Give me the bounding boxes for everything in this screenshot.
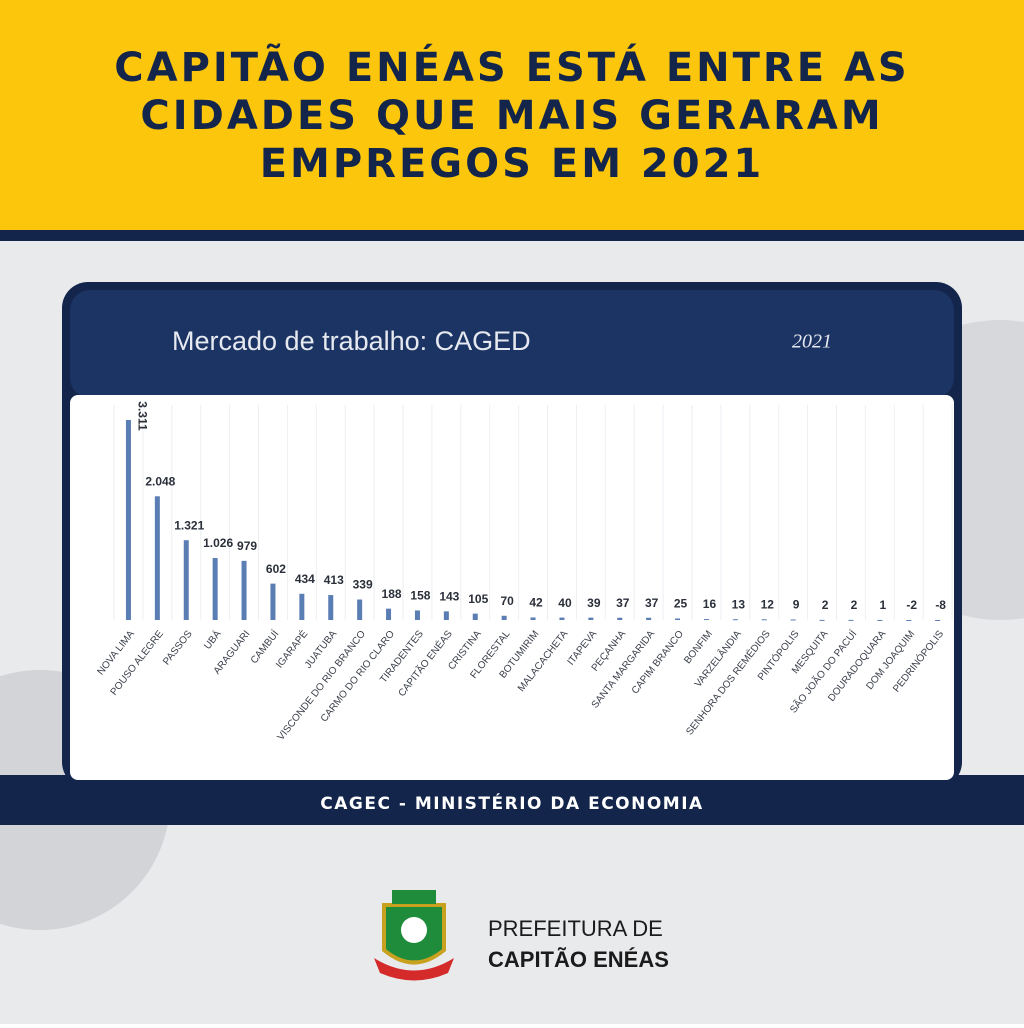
- chart-title: Mercado de trabalho: CAGED: [172, 326, 531, 356]
- bar: [761, 619, 767, 621]
- bar: [241, 560, 247, 620]
- value-label: 9: [793, 598, 800, 612]
- header-stripe: [0, 230, 1024, 241]
- value-label: 158: [410, 589, 430, 603]
- value-label: 2: [851, 598, 858, 612]
- value-label: -8: [935, 598, 946, 612]
- value-label: 413: [324, 573, 344, 587]
- value-label: 3.311: [135, 401, 149, 431]
- logo-crown: [392, 890, 436, 904]
- value-label: 13: [732, 597, 746, 611]
- value-label: 339: [353, 578, 373, 592]
- chart-header: [70, 290, 954, 398]
- value-label: 434: [295, 572, 315, 586]
- bar: [848, 619, 854, 621]
- header-band: [0, 0, 1024, 230]
- bar: [212, 558, 218, 620]
- bar: [443, 611, 449, 620]
- value-label: 188: [382, 587, 402, 601]
- value-label: 2.048: [145, 474, 175, 488]
- source: CAGEC - MINISTÉRIO DA ECONOMIA: [320, 792, 703, 814]
- bar: [472, 613, 478, 620]
- value-label: 602: [266, 562, 286, 576]
- bar: [732, 619, 738, 621]
- bar: [183, 540, 189, 620]
- value-label: 12: [761, 597, 775, 611]
- value-label: 979: [237, 539, 257, 553]
- bar: [530, 617, 536, 620]
- plot-area: [70, 395, 954, 780]
- bar: [501, 615, 507, 620]
- value-label: -2: [906, 598, 917, 612]
- headline: EMPREGOS EM 2021: [260, 141, 765, 187]
- bar: [675, 618, 681, 620]
- bar: [386, 608, 392, 620]
- value-label: 37: [616, 596, 630, 610]
- bar: [588, 617, 594, 620]
- value-label: 16: [703, 597, 717, 611]
- value-label: 1: [880, 598, 887, 612]
- value-label: 39: [587, 596, 601, 610]
- bar: [154, 496, 160, 620]
- bar: [935, 620, 941, 621]
- value-label: 2: [822, 598, 829, 612]
- value-label: 25: [674, 597, 688, 611]
- chart-subtitle: 2021: [792, 331, 832, 353]
- value-label: 37: [645, 596, 659, 610]
- value-label: 40: [558, 596, 572, 610]
- bar: [877, 619, 883, 621]
- logo-ribbon: [374, 958, 454, 981]
- bar: [703, 619, 709, 621]
- value-label: 42: [529, 596, 543, 610]
- bar: [414, 610, 420, 620]
- logo-emblem: [401, 917, 427, 943]
- org-line: PREFEITURA DE: [488, 916, 663, 941]
- bar: [819, 619, 825, 621]
- logo: [374, 890, 454, 981]
- value-label: 70: [500, 594, 514, 608]
- bar: [270, 583, 276, 620]
- bar: [906, 620, 912, 621]
- value-label: 1.026: [203, 536, 233, 550]
- value-label: 105: [468, 592, 488, 606]
- bar: [328, 595, 334, 620]
- bar: [790, 619, 796, 621]
- bar: [617, 617, 623, 620]
- bar: [299, 593, 305, 620]
- bar: [559, 617, 565, 620]
- value-label: 143: [439, 590, 459, 604]
- bar: [357, 599, 363, 620]
- headline: CIDADES QUE MAIS GERARAM: [140, 93, 883, 139]
- org-line: CAPITÃO ENÉAS: [488, 947, 669, 972]
- headline: CAPITÃO ENÉAS ESTÁ ENTRE AS: [114, 42, 910, 91]
- value-label: 1.321: [174, 518, 204, 532]
- bar: [125, 420, 131, 620]
- bar: [646, 617, 652, 620]
